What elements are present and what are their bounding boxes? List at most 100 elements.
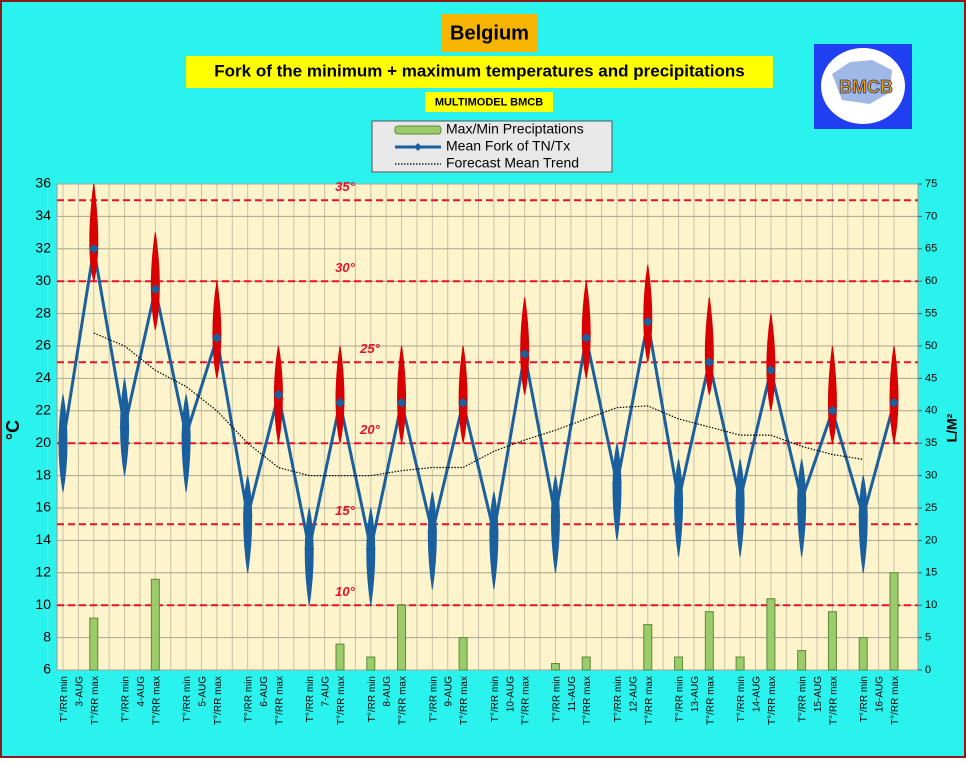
- fork-spindle: [335, 345, 345, 444]
- x-tick-label: T°/RR min: [59, 676, 70, 722]
- x-tick-label: T°/RR min: [551, 676, 562, 722]
- x-group-label: 5-AUG: [198, 676, 209, 707]
- fork-spindle: [243, 475, 253, 573]
- fork-marker: [581, 332, 592, 343]
- legend-swatch: [394, 125, 442, 135]
- x-group-label: 6-AUG: [259, 676, 270, 707]
- subtitle-box: [186, 56, 773, 88]
- x-tick-label: T°/RR min: [736, 676, 747, 722]
- x-tick-label: T°/RR min: [798, 676, 809, 722]
- y2-tick-label: 75: [925, 178, 937, 190]
- fork-marker: [427, 527, 438, 538]
- fork-spindle: [704, 297, 714, 395]
- legend-swatch-marker: [414, 143, 422, 151]
- title-box: [441, 14, 538, 52]
- x-tick-label: T°/RR max: [828, 676, 839, 725]
- x-tick-label: T°/RR max: [274, 676, 285, 725]
- x-tick-label: T°/RR max: [705, 676, 716, 725]
- fork-spindle: [89, 183, 99, 282]
- trend-line: [93, 332, 864, 477]
- y-tick-label: 32: [35, 240, 51, 256]
- y2-tick-label: 60: [925, 275, 937, 287]
- fork-spindle: [458, 345, 468, 444]
- precipitation-bar: [858, 637, 868, 671]
- fork-spindle: [150, 232, 160, 330]
- mean-fork-line: [61, 248, 896, 549]
- fork-marker: [58, 438, 68, 449]
- legend-label: Max/Min Preciptations: [446, 121, 584, 137]
- fork-spindle: [858, 475, 868, 573]
- logo-text: BMCB: [839, 77, 893, 97]
- x-tick-label: T°/RR min: [428, 676, 439, 722]
- fork-marker: [827, 405, 838, 416]
- x-group-label: 7-AUG: [321, 676, 332, 707]
- y-tick-label: 24: [35, 369, 51, 385]
- fork-spindle: [520, 297, 530, 395]
- fork-spindle: [212, 281, 222, 379]
- y2-tick-label: 20: [925, 534, 937, 546]
- fork-marker: [612, 478, 622, 489]
- precipitation-bar: [150, 578, 160, 671]
- y-axis-label: °C: [3, 420, 23, 440]
- x-tick-label: T°/RR min: [613, 676, 624, 722]
- fork-spindle: [643, 264, 653, 363]
- fork-marker: [889, 397, 899, 408]
- y-tick-label: 20: [35, 434, 51, 450]
- legend-label: Mean Fork of TN/Tx: [446, 138, 570, 154]
- x-tick-label: T°/RR min: [490, 676, 501, 722]
- x-tick-label: T°/RR min: [305, 676, 316, 722]
- x-tick-label: T°/RR max: [398, 676, 409, 725]
- fork-spindle: [550, 475, 560, 573]
- note-box: [425, 92, 553, 112]
- fork-marker: [519, 349, 530, 360]
- x-tick-label: T°/RR max: [644, 676, 655, 725]
- y2-axis-label: L/M²: [944, 413, 960, 442]
- y2-tick-label: 10: [925, 599, 937, 611]
- fork-marker: [181, 430, 192, 441]
- x-group-label: 8-AUG: [382, 676, 393, 707]
- x-group-label: 14-AUG: [752, 676, 763, 712]
- fork-spindle: [766, 313, 776, 411]
- x-tick-label: T°/RR max: [90, 676, 101, 725]
- y2-tick-label: 50: [925, 340, 937, 352]
- fork-marker: [396, 397, 407, 408]
- x-group-label: 4-AUG: [136, 676, 147, 707]
- reference-label: 10°: [335, 584, 355, 599]
- x-group-label: 3-AUG: [74, 676, 85, 707]
- precipitation-bar: [581, 656, 591, 671]
- precipitation-bar: [335, 643, 345, 671]
- chart-subtitle: Fork of the minimum + maximum temperatur…: [214, 61, 744, 80]
- y2-tick-label: 35: [925, 437, 937, 449]
- reference-label: 35°: [335, 179, 355, 194]
- y-tick-label: 8: [43, 628, 51, 644]
- fork-marker: [458, 397, 469, 408]
- fork-marker: [211, 332, 222, 343]
- x-tick-label: T°/RR min: [675, 676, 686, 722]
- y2-tick-label: 65: [925, 243, 937, 255]
- fork-marker: [796, 494, 807, 505]
- x-tick-label: T°/RR min: [121, 676, 132, 722]
- fork-marker: [858, 511, 869, 522]
- reference-label: 30°: [335, 260, 355, 275]
- x-tick-label: T°/RR min: [182, 676, 193, 722]
- x-tick-label: T°/RR min: [859, 676, 870, 722]
- precipitation-bar: [550, 663, 560, 671]
- precipitation-bar: [704, 611, 714, 671]
- fork-marker: [88, 243, 99, 254]
- fork-marker: [119, 422, 130, 432]
- fork-spindle: [612, 443, 622, 541]
- legend-label: Forecast Mean Trend: [446, 155, 579, 171]
- x-group-label: 16-AUG: [875, 676, 886, 712]
- x-tick-label: T°/RR min: [367, 676, 378, 722]
- logo-map: [832, 60, 892, 104]
- fork-marker: [735, 494, 746, 505]
- fork-spindle: [827, 345, 837, 444]
- fork-marker: [704, 357, 715, 368]
- fork-spindle: [674, 459, 684, 557]
- y2-tick-label: 5: [925, 632, 931, 644]
- y-tick-label: 18: [35, 466, 51, 482]
- fork-marker: [273, 389, 284, 400]
- fork-marker: [150, 284, 161, 295]
- precipitation-bar: [766, 598, 776, 671]
